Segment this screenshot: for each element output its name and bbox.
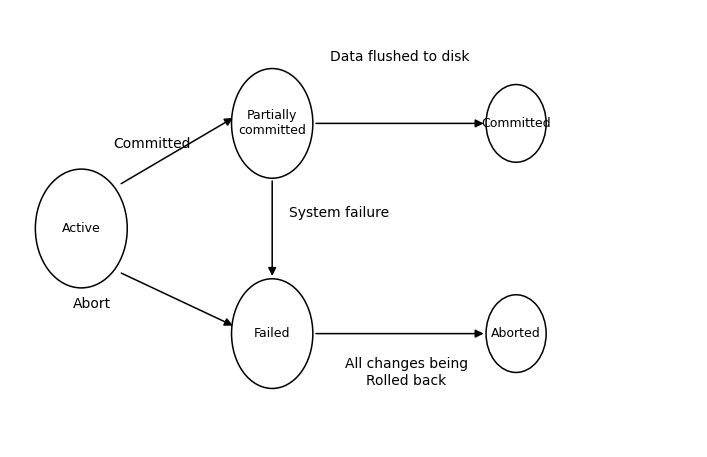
Text: Partially
committed: Partially committed — [238, 109, 306, 138]
Ellipse shape — [486, 85, 547, 162]
Ellipse shape — [232, 279, 312, 388]
Text: Failed: Failed — [254, 327, 291, 340]
Ellipse shape — [232, 69, 312, 178]
Ellipse shape — [486, 295, 547, 372]
Text: System failure: System failure — [289, 206, 390, 219]
Text: Committed: Committed — [481, 117, 551, 130]
Ellipse shape — [35, 169, 127, 288]
Text: All changes being
Rolled back: All changes being Rolled back — [345, 357, 468, 388]
Text: Data flushed to disk: Data flushed to disk — [329, 50, 469, 64]
Text: Active: Active — [62, 222, 100, 235]
Text: Abort: Abort — [73, 297, 111, 311]
Text: Aborted: Aborted — [491, 327, 541, 340]
Text: Committed: Committed — [113, 137, 191, 151]
